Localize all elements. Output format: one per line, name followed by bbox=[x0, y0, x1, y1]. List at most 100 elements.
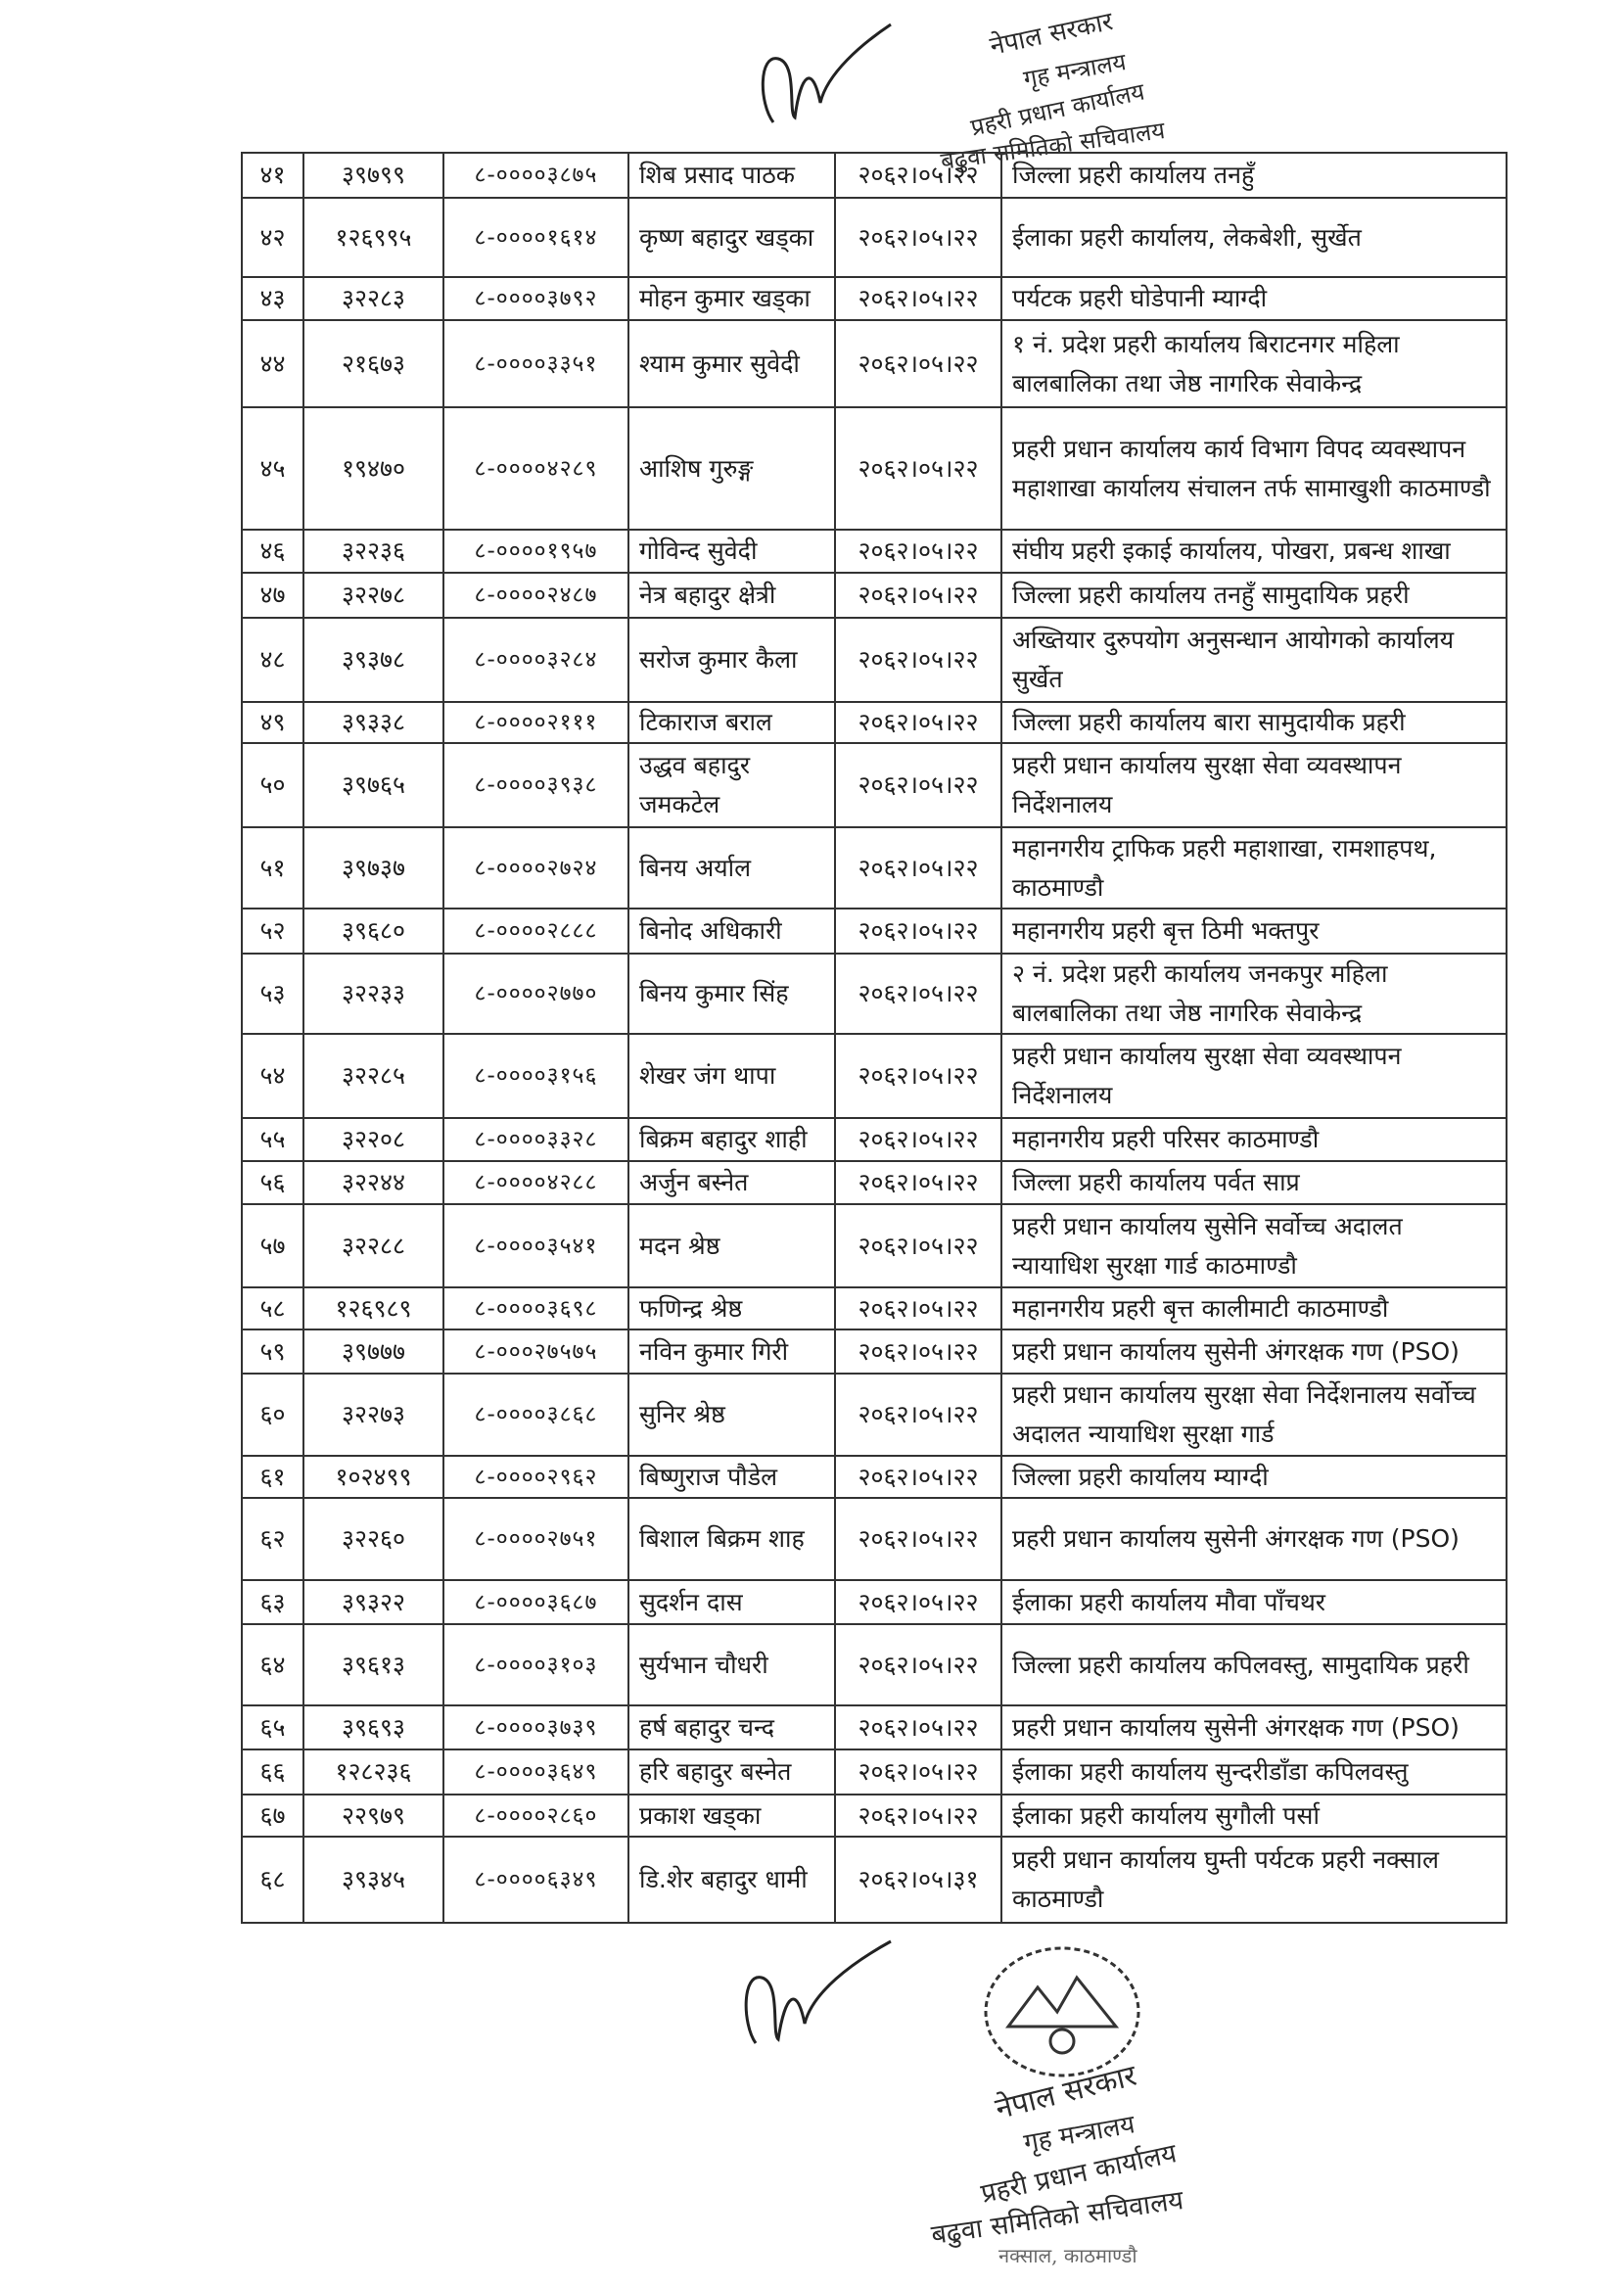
cell-id-code: ८-००००२७२४ bbox=[442, 826, 629, 909]
cell-id-code: ८-००००३८७५ bbox=[442, 152, 629, 199]
table-row: ५१ ३९७३७ ८-००००२७२४ बिनय अर्याल २०६२।०५।२२ मह… bbox=[241, 826, 1508, 909]
cell-date: २०६२।०५।२२ bbox=[834, 529, 1002, 574]
cell-serial-number: ४६ bbox=[241, 529, 304, 574]
cell-serial-number: ४२ bbox=[241, 197, 304, 278]
cell-serial-number: ४४ bbox=[241, 319, 304, 408]
cell-name: टिकाराज बराल bbox=[627, 701, 836, 744]
office-stamp-top: नेपाल सरकार गृह मन्त्रालय प्रहरी प्रधान … bbox=[939, 7, 1167, 175]
cell-name: कृष्ण बहादुर खड्का bbox=[627, 197, 836, 278]
cell-employee-id: १२६९९५ bbox=[302, 197, 444, 278]
cell-date: २०६२।०५।२२ bbox=[834, 1329, 1002, 1375]
cell-name: श्याम कुमार सुवेदी bbox=[627, 319, 836, 408]
cell-employee-id: ३२२३६ bbox=[302, 529, 444, 574]
table-row: ६५ ३९६९३ ८-००००३७३९ हर्ष बहादुर चन्द २०६२।०५… bbox=[241, 1704, 1508, 1750]
cell-serial-number: ६० bbox=[241, 1373, 304, 1457]
cell-serial-number: ५० bbox=[241, 742, 304, 828]
table-row: ५५ ३२२०८ ८-००००३३२८ बिक्रम बहादुर शाही २०६२।… bbox=[241, 1117, 1508, 1162]
government-emblem-stamp bbox=[984, 1946, 1140, 2077]
cell-date: २०६२।०५।२२ bbox=[834, 1704, 1002, 1750]
cell-name: बिष्णुराज पौडेल bbox=[627, 1455, 836, 1499]
table-row: ४६ ३२२३६ ८-००००१९५७ गोविन्द सुवेदी २०६२।०५।२… bbox=[241, 529, 1508, 574]
cell-name: शेखर जंग थापा bbox=[627, 1033, 836, 1119]
cell-employee-id: ३९७७७ bbox=[302, 1329, 444, 1375]
cell-name: बिनोद अधिकारी bbox=[627, 908, 836, 955]
cell-date: २०६२।०५।२२ bbox=[834, 319, 1002, 408]
cell-name: सुनिर श्रेष्ठ bbox=[627, 1373, 836, 1457]
cell-serial-number: ६१ bbox=[241, 1455, 304, 1499]
cell-office: प्रहरी प्रधान कार्यालय सुसेनि सर्वोच्च अ… bbox=[1000, 1203, 1508, 1288]
cell-employee-id: ३९३३८ bbox=[302, 701, 444, 744]
cell-serial-number: ६२ bbox=[241, 1497, 304, 1581]
cell-serial-number: ५२ bbox=[241, 908, 304, 955]
cell-office: संघीय प्रहरी इकाई कार्यालय, पोखरा, प्रबन… bbox=[1000, 529, 1508, 574]
table-row: ५४ ३२२८५ ८-००००३१५६ शेखर जंग थापा २०६२।०५।२२… bbox=[241, 1033, 1508, 1119]
cell-employee-id: ३९३७८ bbox=[302, 617, 444, 703]
cell-employee-id: ३२२७८ bbox=[302, 572, 444, 619]
cell-id-code: ८-००००२८६० bbox=[442, 1794, 629, 1838]
table-row: ५३ ३२२३३ ८-००००२७७० बिनय कुमार सिंह २०६२।०५।… bbox=[241, 953, 1508, 1035]
cell-employee-id: ३९६८० bbox=[302, 908, 444, 955]
cell-serial-number: ६७ bbox=[241, 1794, 304, 1838]
cell-office: प्रहरी प्रधान कार्यालय सुरक्षा सेवा व्यव… bbox=[1000, 1033, 1508, 1119]
cell-id-code: ८-००००३२८४ bbox=[442, 617, 629, 703]
table-row: ६७ २२९७९ ८-००००२८६० प्रकाश खड्का २०६२।०५।२२ ई… bbox=[241, 1794, 1508, 1838]
table-row: ५२ ३९६८० ८-००००२८८८ बिनोद अधिकारी २०६२।०५।२२… bbox=[241, 908, 1508, 955]
cell-serial-number: ५४ bbox=[241, 1033, 304, 1119]
cell-serial-number: ५५ bbox=[241, 1117, 304, 1162]
cell-date: २०६२।०५।२२ bbox=[834, 152, 1002, 199]
cell-name: गोविन्द सुवेदी bbox=[627, 529, 836, 574]
cell-id-code: ८-००००२४८७ bbox=[442, 572, 629, 619]
cell-office: २ नं. प्रदेश प्रहरी कार्यालय जनकपुर महिल… bbox=[1000, 953, 1508, 1035]
table-row: ५८ १२६९८९ ८-००००३६९८ फणिन्द्र श्रेष्ठ २०६२।०… bbox=[241, 1286, 1508, 1330]
cell-office: जिल्ला प्रहरी कार्यालय बारा सामुदायीक प्… bbox=[1000, 701, 1508, 744]
cell-id-code: ८-००००३७३९ bbox=[442, 1704, 629, 1750]
cell-serial-number: ५३ bbox=[241, 953, 304, 1035]
table-row: ४१ ३९७९९ ८-००००३८७५ शिब प्रसाद पाठक २०६२।०५।… bbox=[241, 152, 1508, 199]
cell-serial-number: ४७ bbox=[241, 572, 304, 619]
cell-name: मदन श्रेष्ठ bbox=[627, 1203, 836, 1288]
cell-date: २०६२।०५।३१ bbox=[834, 1836, 1002, 1924]
cell-name: सरोज कुमार कैला bbox=[627, 617, 836, 703]
signature-bottom bbox=[744, 1939, 892, 2044]
cell-office: जिल्ला प्रहरी कार्यालय कपिलवस्तु, सामुदा… bbox=[1000, 1623, 1508, 1706]
cell-serial-number: ५७ bbox=[241, 1203, 304, 1288]
cell-employee-id: ३२२६० bbox=[302, 1497, 444, 1581]
cell-office: १ नं. प्रदेश प्रहरी कार्यालय बिराटनगर मह… bbox=[1000, 319, 1508, 408]
cell-office: प्रहरी प्रधान कार्यालय सुरक्षा सेवा व्यव… bbox=[1000, 742, 1508, 828]
cell-office: प्रहरी प्रधान कार्यालय सुसेनी अंगरक्षक ग… bbox=[1000, 1497, 1508, 1581]
cell-employee-id: ३९३४५ bbox=[302, 1836, 444, 1924]
cell-id-code: ८-००००१६१४ bbox=[442, 197, 629, 278]
cell-id-code: ८-००००६३४९ bbox=[442, 1836, 629, 1924]
table-row: ६० ३२२७३ ८-००००३८६८ सुनिर श्रेष्ठ २०६२।०५।२२… bbox=[241, 1373, 1508, 1457]
cell-id-code: ८-००००१९५७ bbox=[442, 529, 629, 574]
cell-serial-number: ४३ bbox=[241, 276, 304, 321]
cell-id-code: ८-००००२७५१ bbox=[442, 1497, 629, 1581]
cell-office: महानगरीय ट्राफिक प्रहरी महाशाखा, रामशाहप… bbox=[1000, 826, 1508, 909]
cell-employee-id: १२६९८९ bbox=[302, 1286, 444, 1330]
cell-name: डि.शेर बहादुर धामी bbox=[627, 1836, 836, 1924]
cell-date: २०६२।०५।२२ bbox=[834, 1579, 1002, 1625]
cell-date: २०६२।०५।२२ bbox=[834, 1455, 1002, 1499]
promotion-list-table: ४१ ३९७९९ ८-००००३८७५ शिब प्रसाद पाठक २०६२।०५।… bbox=[241, 152, 1508, 1924]
cell-serial-number: ५८ bbox=[241, 1286, 304, 1330]
cell-date: २०६२।०५।२२ bbox=[834, 1497, 1002, 1581]
cell-office: जिल्ला प्रहरी कार्यालय तनहुँ सामुदायिक प… bbox=[1000, 572, 1508, 619]
cell-name: उद्धव बहादुर जमकटेल bbox=[627, 742, 836, 828]
cell-employee-id: १९४७० bbox=[302, 406, 444, 531]
cell-serial-number: ४५ bbox=[241, 406, 304, 531]
cell-name: हरि बहादुर बस्नेत bbox=[627, 1749, 836, 1795]
cell-id-code: ८-००००३७९२ bbox=[442, 276, 629, 321]
cell-office: महानगरीय प्रहरी परिसर काठमाण्डौ bbox=[1000, 1117, 1508, 1162]
cell-employee-id: ३९३२२ bbox=[302, 1579, 444, 1625]
table-row: ६४ ३९६१३ ८-००००३१०३ सुर्यभान चौधरी २०६२।०५।२… bbox=[241, 1623, 1508, 1706]
cell-office: प्रहरी प्रधान कार्यालय कार्य विभाग विपद … bbox=[1000, 406, 1508, 531]
cell-employee-id: ३२२८८ bbox=[302, 1203, 444, 1288]
cell-name: शिब प्रसाद पाठक bbox=[627, 152, 836, 199]
cell-name: बिक्रम बहादुर शाही bbox=[627, 1117, 836, 1162]
table-row: ४३ ३२२८३ ८-००००३७९२ मोहन कुमार खड्का २०६२।०५… bbox=[241, 276, 1508, 321]
cell-employee-id: ३२२७३ bbox=[302, 1373, 444, 1457]
table-row: ५० ३९७६५ ८-००००३९३८ उद्धव बहादुर जमकटेल २०६२… bbox=[241, 742, 1508, 828]
cell-date: २०६२।०५।२२ bbox=[834, 953, 1002, 1035]
cell-name: अर्जुन बस्नेत bbox=[627, 1160, 836, 1205]
cell-name: प्रकाश खड्का bbox=[627, 1794, 836, 1838]
